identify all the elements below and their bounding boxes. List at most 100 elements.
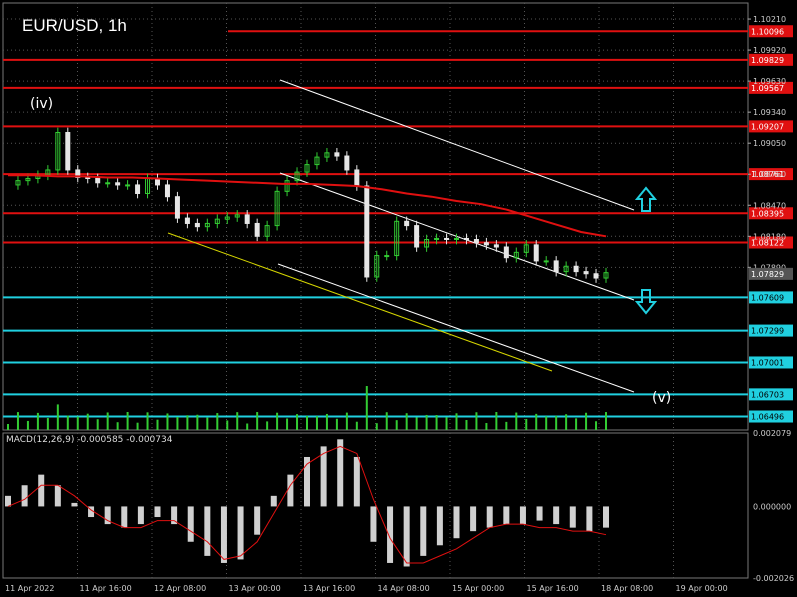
candle-body [414,225,420,248]
macd-histogram-bar [436,506,443,546]
x-tick-label: 13 Apr 00:00 [229,584,281,593]
macd-histogram-bar [104,506,111,525]
level-price-label: 1.09829 [751,56,784,65]
x-tick-label: 12 Apr 08:00 [154,584,206,593]
axes: 1.10210 1.09920 1.09630 1.09340 1.09050 1.087… [5,15,793,593]
trendlines[interactable] [167,79,635,393]
candle-body [95,178,101,184]
y-tick-label: 1.09340 [753,108,786,117]
volume-bar [16,412,19,430]
candle-body [384,255,390,258]
candle-body [543,260,549,263]
x-tick-label: 15 Apr 00:00 [452,584,504,593]
volume-bar [345,412,348,430]
level-price-label: 1.06496 [751,413,784,422]
macd-histogram-bar [553,506,560,525]
candle-body [493,244,499,248]
volume-bar [415,417,418,430]
macd-histogram-bar [21,485,28,507]
trendline[interactable] [167,232,553,372]
level-price-label: 1.07001 [751,358,784,367]
volume-bar [375,423,378,430]
candle-body [444,237,450,241]
arrow-up-icon[interactable] [634,186,658,212]
macd-signal-line [7,445,607,564]
volume-bar [126,412,129,430]
macd-histogram-bar [420,506,427,556]
level-price-tag [749,81,793,94]
trendline[interactable] [277,263,635,393]
candle-body [553,260,559,273]
x-tick-label: 18 Apr 08:00 [601,584,653,593]
volume-bar [286,418,289,430]
candle-body [135,184,141,194]
volume-bar [555,415,558,430]
y-tick-label: 1.08180 [753,232,786,241]
level-price-tag [749,356,793,369]
volume-bar [405,413,408,430]
volume-bar [565,414,568,430]
volume-bar [56,404,59,430]
y-tick-label: 1.09050 [753,139,786,148]
x-tick-label: 14 Apr 08:00 [378,584,430,593]
macd-histogram-bar [569,506,576,528]
volume-bar [495,412,498,430]
macd-y-tick-label: 0.000000 [753,502,791,511]
macd-histogram-bar [586,506,593,532]
y-tick-label: 1.08760 [753,170,786,179]
macd-histogram-bar [5,495,11,507]
candle-body [164,184,170,198]
level-price-tag [749,25,793,38]
candle-body [344,155,350,171]
macd-histogram-bar [204,506,211,556]
volume-bar [166,413,169,430]
volume-bar [76,416,79,430]
volume-bar [206,417,209,430]
candle-body [533,244,539,262]
volume-bar [545,416,548,430]
volume-bar [186,415,189,430]
volume-bar [106,412,109,430]
level-price-tag [749,291,793,304]
macd-histogram-bar [137,506,144,525]
volume-bar [156,419,159,430]
candle-body [424,239,430,248]
macd-label: MACD(12,26,9) -0.000585 -0.000734 [6,435,173,445]
moving-average-line [8,174,607,238]
level-price-tag [749,410,793,423]
level-price-label: 1.06703 [751,390,784,399]
volume-bar [7,424,9,430]
level-price-label: 1.08122 [751,239,784,248]
macd-histogram-bar [38,474,45,507]
chart-title: EUR/USD, 1h [22,16,127,35]
volume-bars [7,386,607,430]
candle-body [55,131,61,171]
macd-pane: 0.002079 0.000000 -0.002026 [5,429,794,583]
horizontal-levels[interactable]: 1.10096 1.09829 1.09567 1.09207 1.08761 1.083… [3,25,793,423]
candle-body [254,222,260,237]
arrows[interactable] [634,186,658,315]
volume-bar [395,420,398,430]
candle-body [65,131,71,171]
candle-body [483,242,489,246]
arrow-down-icon[interactable] [634,289,658,315]
candles [15,127,609,283]
wave-label-iv: (iv) [30,96,53,112]
trendline[interactable] [279,79,635,211]
volume-bar [585,412,588,430]
macd-histogram-bar [54,485,61,507]
macd-histogram-bar [121,506,128,528]
level-price-tag [749,236,793,249]
macd-histogram-bar [519,506,526,525]
volume-bar [296,414,299,430]
candle-body [473,239,479,244]
volume-bar [535,413,538,430]
level-price-tag [749,207,793,220]
level-price-tag [749,120,793,133]
volume-bar [266,421,269,430]
volume-bar [236,412,239,430]
macd-histogram-bar [220,506,227,563]
volume-bar [36,412,39,430]
volume-bar [505,421,508,430]
